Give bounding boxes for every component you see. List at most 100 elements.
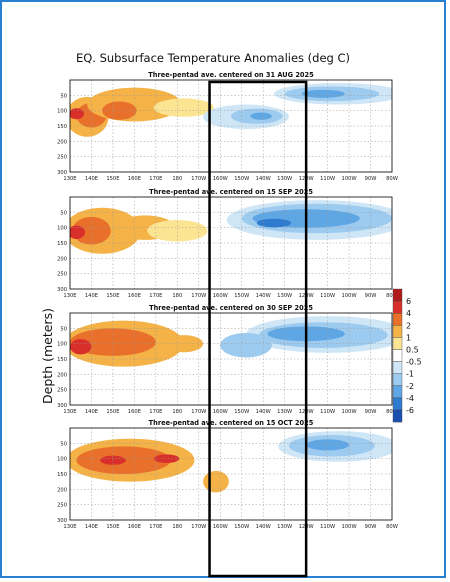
x-tick-label: 130E: [63, 293, 76, 299]
y-tick-label: 200: [57, 256, 67, 262]
colorbar-label: 4: [406, 309, 411, 318]
colorbar-swatch: [392, 385, 403, 399]
y-tick-label: 250: [57, 388, 67, 394]
x-tick-label: 140E: [85, 409, 98, 415]
x-tick-label: 160E: [128, 409, 141, 415]
y-tick-label: 50: [60, 326, 67, 332]
x-tick-label: 90W: [365, 176, 377, 182]
y-tick-label: 50: [60, 441, 67, 447]
y-tick-label: 300: [57, 403, 67, 409]
plot-border: [69, 196, 393, 290]
panels: 130E 140E 150E 160E 170E 180 170W 160W 150W 140W 1…: [57, 71, 398, 530]
x-tick-label: 90W: [365, 409, 377, 415]
x-tick-label: 130W: [277, 293, 292, 299]
x-tick-label: 170E: [149, 176, 162, 182]
colorbar-label: 1: [406, 333, 411, 342]
x-tick-label: 170E: [149, 293, 162, 299]
x-tick-label: 130E: [63, 409, 76, 415]
plot-border: [69, 427, 393, 521]
anomaly-contour: [301, 89, 345, 98]
x-tick-label: 110W: [320, 524, 335, 530]
x-tick-label: 170E: [149, 524, 162, 530]
colorbar-swatch: [392, 409, 403, 423]
plot-border: [69, 79, 393, 173]
y-tick-label: 100: [57, 109, 67, 115]
x-tick-label: 110W: [320, 409, 335, 415]
x-tick-label: 90W: [365, 293, 377, 299]
x-tick-label: 130W: [277, 524, 292, 530]
x-tick-label: 110W: [320, 293, 335, 299]
y-tick-label: 200: [57, 372, 67, 378]
colorbar-label: -0.5: [406, 358, 422, 367]
panel-1: 130E 140E 150E 160E 170E 180 170W 160W 150W 140W 1…: [57, 71, 398, 182]
x-tick-label: 140W: [256, 409, 271, 415]
panel-3: 130E 140E 150E 160E 170E 180 170W 160W 150W 140W 1…: [57, 304, 398, 415]
anomaly-contour: [70, 339, 92, 355]
panel-4: 130E 140E 150E 160E 170E 180 170W 160W 150W 140W 1…: [57, 419, 398, 530]
y-tick-label: 300: [57, 170, 67, 176]
chart-title: EQ. Subsurface Temperature Anomalies (de…: [76, 51, 350, 65]
x-tick-label: 150E: [106, 409, 119, 415]
colorbar-swatch: [392, 361, 403, 374]
x-tick-label: 150E: [106, 176, 119, 182]
colorbar-label: -4: [406, 394, 414, 403]
x-tick-label: 130E: [63, 176, 76, 182]
colorbar-label: -2: [406, 382, 414, 391]
colorbar-swatch: [392, 373, 403, 387]
x-tick-label: 110W: [320, 176, 335, 182]
panel-subtitle: Three-pentad ave. centered on 15 SEP 202…: [149, 188, 313, 196]
x-tick-label: 100W: [342, 176, 357, 182]
x-tick-label: 100W: [342, 524, 357, 530]
x-tick-label: 170W: [191, 293, 206, 299]
colorbar-swatch: [392, 349, 403, 362]
x-tick-label: 170W: [191, 524, 206, 530]
colorbar-label: -1: [406, 370, 414, 379]
colorbar-swatch: [392, 397, 403, 411]
panel-subtitle: Three-pentad ave. centered on 30 SEP 202…: [149, 304, 313, 312]
y-tick-label: 100: [57, 226, 67, 232]
x-tick-label: 130W: [277, 409, 292, 415]
anomaly-contour: [164, 335, 204, 353]
anomaly-contour: [70, 108, 84, 120]
colorbar-label: 6: [406, 297, 411, 306]
y-tick-label: 250: [57, 503, 67, 509]
x-tick-label: 140E: [85, 293, 98, 299]
plot-border: [69, 312, 393, 406]
x-tick-label: 160W: [213, 524, 228, 530]
x-tick-label: 80W: [386, 524, 398, 530]
x-tick-label: 150E: [106, 293, 119, 299]
anomaly-contour: [72, 216, 111, 245]
colorbar-swatch: [392, 300, 403, 314]
y-tick-label: 300: [57, 287, 67, 293]
x-tick-label: 160W: [213, 176, 228, 182]
colorbar-swatch: [392, 288, 403, 302]
x-tick-label: 160E: [128, 524, 141, 530]
y-tick-label: 150: [57, 357, 67, 363]
x-tick-label: 140W: [256, 524, 271, 530]
x-tick-label: 130E: [63, 524, 76, 530]
x-tick-label: 150W: [234, 176, 249, 182]
y-tick-label: 100: [57, 457, 67, 463]
x-tick-label: 100W: [342, 409, 357, 415]
panel-2: 130E 140E 150E 160E 170E 180 170W 160W 150W 140W 1…: [57, 188, 398, 299]
y-tick-label: 150: [57, 472, 67, 478]
highlight-box: [208, 80, 308, 578]
x-tick-label: 180: [172, 524, 182, 530]
colorbar: 6 4 2 1 0.5 -0.5 -1 -2 -4 -6: [392, 288, 422, 423]
x-tick-label: 170W: [191, 409, 206, 415]
x-tick-label: 150W: [234, 293, 249, 299]
anomaly-contour: [70, 225, 86, 240]
x-tick-label: 80W: [386, 293, 398, 299]
anomaly-contour: [250, 112, 272, 120]
colorbar-label: 2: [406, 321, 411, 330]
anomaly-contour: [306, 439, 350, 451]
panel-subtitle: Three-pentad ave. centered on 31 AUG 202…: [148, 71, 314, 79]
x-tick-label: 160W: [213, 293, 228, 299]
anomaly-contours: [70, 200, 392, 254]
x-tick-label: 170W: [191, 176, 206, 182]
y-tick-label: 250: [57, 272, 67, 278]
x-tick-label: 160W: [213, 409, 228, 415]
y-tick-label: 200: [57, 139, 67, 145]
colorbar-swatch: [392, 337, 403, 350]
